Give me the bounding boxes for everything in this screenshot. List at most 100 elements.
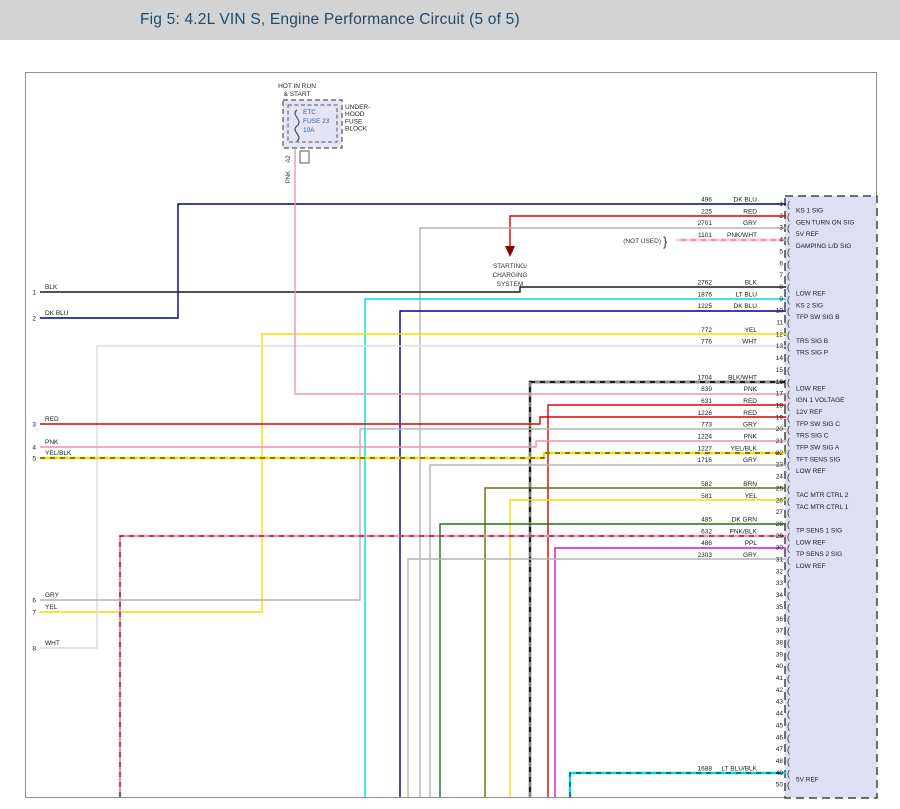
pin-socket-icon: (: [787, 555, 790, 565]
pin-signal-label: TAC MTR CTRL 2: [796, 492, 849, 499]
pin-signal-label: LOW REF: [796, 468, 826, 475]
wire-1688-lt-blu-blk: [568, 771, 786, 797]
pin-socket-icon: (: [787, 674, 790, 684]
not-used-label: (NOT USED): [623, 238, 661, 245]
pin-number: 28: [776, 521, 784, 528]
pin-number: 38: [776, 639, 784, 646]
pin-socket-icon: (: [787, 211, 790, 221]
wire-number-label: 1227: [698, 445, 713, 452]
wire-color-label: PPL: [745, 540, 758, 547]
pcm-connector-box: [784, 195, 878, 799]
pin-socket-icon: (: [787, 282, 790, 292]
pin-number: 19: [776, 414, 784, 421]
wire-number-label: 1876: [698, 291, 713, 298]
pin-number: 7: [779, 272, 783, 279]
fuse-block-label: HOOD: [345, 111, 365, 118]
wire-number-label: 839: [701, 386, 712, 393]
wire-772-yel: [40, 333, 786, 613]
wire-number-label: 496: [701, 197, 712, 204]
left-wire-number: 4: [32, 445, 36, 452]
pin-socket-icon: (: [787, 354, 790, 364]
wire-632-pnk-blk: [118, 534, 786, 797]
wire-number-label: 773: [701, 422, 712, 429]
left-wire-number: 6: [32, 598, 36, 605]
wire-color-label: PNK/WHT: [727, 232, 757, 239]
starting-charging-system-label: STARTING/: [493, 263, 527, 270]
left-wire-color-label: PNK: [45, 439, 59, 446]
wire-color-label: PNK: [744, 386, 758, 393]
wire-1704-blk-wht: [528, 380, 786, 797]
left-wire-number: 7: [32, 610, 36, 617]
pin-number: 37: [776, 628, 784, 635]
wire-number-label: 631: [701, 398, 712, 405]
pin-signal-label: TRS SIG C: [796, 433, 829, 440]
wire-color-label: RED: [743, 410, 757, 417]
wire-number-label: 2303: [698, 552, 713, 559]
pin-signal-label: TRS SIG B: [796, 338, 828, 345]
wire-2701-gry: [419, 227, 786, 797]
wire-2762-blk: [40, 286, 786, 293]
wire-582-brn: [484, 487, 786, 797]
pin-signal-label: DAMPING L/D SIG: [796, 243, 851, 250]
pin-socket-icon: (: [787, 614, 790, 624]
fuse-wire-color-label: PNK: [286, 171, 292, 183]
pin-number: 15: [776, 367, 784, 374]
pin-number: 30: [776, 545, 784, 552]
pin-signal-label: TFT SENS SIG: [796, 456, 840, 463]
wire-number-label: 1226: [698, 410, 713, 417]
pin-number: 40: [776, 663, 784, 670]
pin-socket-icon: (: [787, 318, 790, 328]
left-wire-color-label: WHT: [45, 640, 60, 647]
pin-number: 9: [779, 296, 783, 303]
hot-in-run-label: HOT IN RUN: [278, 83, 316, 90]
pin-signal-label: IGN 1 VOLTAGE: [796, 397, 845, 404]
wire-color-label: YEL: [745, 327, 758, 334]
wire-631-red: [547, 404, 786, 797]
pin-signal-label: KS 2 SIG: [796, 302, 823, 309]
pin-socket-icon: (: [787, 389, 790, 399]
pin-number: 21: [776, 438, 784, 445]
wire-color-label: GRY: [743, 422, 758, 429]
wire-color-label: BLK: [745, 279, 758, 286]
pin-socket-icon: (: [787, 437, 790, 447]
pin-socket-icon: (: [787, 496, 790, 506]
left-wire-number: 2: [32, 316, 36, 323]
pin-socket-icon: (: [787, 733, 790, 743]
pin-socket-icon: (: [787, 200, 790, 210]
pin-socket-icon: (: [787, 235, 790, 245]
pin-number: 2: [779, 213, 783, 220]
pin-socket-icon: (: [787, 259, 790, 269]
pin-signal-label: TAC MTR CTRL 1: [796, 504, 849, 511]
pin-socket-icon: (: [787, 591, 790, 601]
left-wire-color-label: GRY: [45, 592, 60, 599]
wire-color-label: LT BLU/BLK: [721, 765, 757, 772]
wire-1688-lt-blu-blk-stripe: [569, 772, 786, 797]
wire-773-gry: [40, 428, 786, 601]
starting-charging-arrow-icon: [505, 246, 515, 257]
pin-number: 12: [776, 331, 784, 338]
pin-socket-icon: (: [787, 247, 790, 257]
wire-number-label: 485: [701, 516, 712, 523]
pin-number: 8: [779, 284, 783, 291]
pin-number: 49: [776, 770, 784, 777]
wire-color-label: RED: [743, 398, 757, 405]
pin-number: 39: [776, 651, 784, 658]
wire-2303-gry: [407, 558, 786, 797]
wire-color-label: YEL/BLK: [731, 445, 758, 452]
fuse-block-label: FUSE: [345, 118, 363, 125]
pin-socket-icon: (: [787, 685, 790, 695]
pin-socket-icon: (: [787, 756, 790, 766]
wire-number-label: 1101: [698, 232, 712, 239]
pin-socket-icon: (: [787, 626, 790, 636]
pin-socket-icon: (: [787, 745, 790, 755]
pin-signal-label: TFP SW SIG B: [796, 314, 840, 321]
wire-number-label: 1704: [698, 374, 713, 381]
pin-socket-icon: (: [787, 768, 790, 778]
pin-number: 45: [776, 722, 784, 729]
pin-number: 29: [776, 533, 784, 540]
pin-number: 16: [776, 379, 784, 386]
pin-number: 50: [776, 782, 784, 789]
pin-number: 48: [776, 758, 784, 765]
wire-number-label: 1716: [698, 457, 713, 464]
left-wire-number: 1: [32, 290, 36, 297]
